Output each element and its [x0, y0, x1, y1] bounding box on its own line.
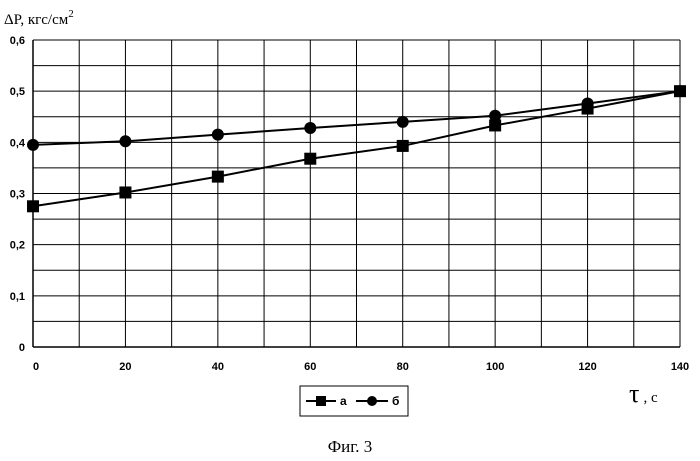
x-tick-label: 100: [486, 361, 504, 373]
data-point-circle: [304, 122, 316, 134]
y-tick-label: 0,6: [10, 35, 25, 47]
x-tick-label: 120: [578, 361, 596, 373]
data-point-circle: [212, 129, 224, 141]
x-tick-label: 60: [304, 361, 316, 373]
y-tick-label: 0,3: [10, 189, 25, 201]
data-point-circle: [674, 85, 686, 97]
legend: а б: [300, 386, 408, 416]
x-tick-label: 140: [671, 361, 689, 373]
y-tick-label: 0,5: [10, 86, 25, 98]
x-tick-label: 0: [33, 361, 39, 373]
x-axis-label: τ, с: [629, 379, 658, 408]
legend-label-b: б: [392, 394, 399, 408]
x-tick-label: 20: [119, 361, 131, 373]
data-point-circle: [582, 97, 594, 109]
y-tick-labels: 0 0,1 0,2 0,3 0,4 0,5 0,6: [10, 35, 26, 354]
x-tick-labels: 0 20 40 60 80 100 120 140: [33, 361, 689, 373]
figure-caption: Фиг. 3: [328, 437, 373, 456]
data-point-square: [397, 140, 409, 152]
y-tick-label: 0,2: [10, 240, 25, 252]
data-point-circle: [119, 135, 131, 147]
data-point-square: [212, 171, 224, 183]
data-point-square: [119, 186, 131, 198]
legend-marker-a: [316, 396, 326, 406]
data-point-square: [27, 200, 39, 212]
y-tick-label: 0: [19, 342, 25, 354]
y-tick-label: 0,1: [10, 291, 25, 303]
data-point-circle: [489, 110, 501, 122]
x-tick-label: 80: [397, 361, 409, 373]
x-tick-label: 40: [212, 361, 224, 373]
data-point-circle: [27, 139, 39, 151]
legend-label-a: а: [340, 394, 347, 408]
y-tick-label: 0,4: [10, 137, 26, 149]
data-point-square: [304, 153, 316, 165]
y-axis-label: ΔP, кгс/см2: [4, 8, 74, 28]
legend-marker-b: [367, 396, 377, 406]
data-point-circle: [397, 116, 409, 128]
